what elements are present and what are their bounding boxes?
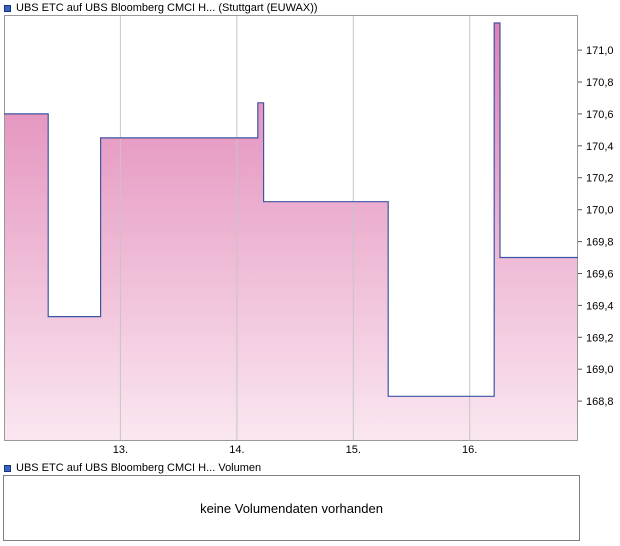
y-axis-tick-label: 169,6 bbox=[586, 269, 614, 281]
volume-series-legend-icon bbox=[4, 465, 11, 472]
volume-chart-header: UBS ETC auf UBS Bloomberg CMCI H... Volu… bbox=[0, 460, 620, 475]
x-axis-tick-label: 13. bbox=[113, 444, 128, 455]
y-axis-tick-label: 170,8 bbox=[586, 77, 614, 89]
y-axis-tick-label: 171,0 bbox=[586, 45, 614, 57]
price-chart-header: UBS ETC auf UBS Bloomberg CMCI H... (Stu… bbox=[0, 0, 620, 15]
price-chart: 171,0 170,8 170,6 170,4 170,2 170,0 169,8 169,6… bbox=[4, 15, 620, 460]
y-axis-tick-label: 170,0 bbox=[586, 205, 614, 217]
price-chart-title: UBS ETC auf UBS Bloomberg CMCI H... (Stu… bbox=[16, 2, 318, 14]
y-axis-tick-label: 168,8 bbox=[586, 396, 614, 408]
x-axis-tick-label: 14. bbox=[229, 444, 244, 455]
price-line bbox=[4, 22, 578, 397]
y-axis-tick-label: 169,4 bbox=[586, 300, 614, 312]
price-chart-svg: 171,0 170,8 170,6 170,4 170,2 170,0 169,8 169,6… bbox=[4, 15, 614, 456]
volume-panel: keine Volumendaten vorhanden bbox=[3, 475, 580, 541]
x-axis-tick-label: 15. bbox=[346, 444, 361, 455]
y-axis-tick-label: 169,2 bbox=[586, 332, 614, 344]
y-axis-tick-label: 170,2 bbox=[586, 173, 614, 185]
x-axis-tick-label: 16. bbox=[462, 444, 477, 455]
no-volume-data-message: keine Volumendaten vorhanden bbox=[200, 500, 383, 516]
y-axis-tick-label: 170,6 bbox=[586, 109, 614, 121]
price-series-legend-icon bbox=[4, 5, 11, 12]
plot-border bbox=[4, 15, 578, 441]
y-axis-tick-label: 169,0 bbox=[586, 364, 614, 376]
price-area-fill bbox=[4, 23, 578, 441]
volume-chart-title: UBS ETC auf UBS Bloomberg CMCI H... Volu… bbox=[16, 462, 262, 474]
y-axis-tick-label: 169,8 bbox=[586, 237, 614, 249]
y-axis-tick-label: 170,4 bbox=[586, 141, 614, 153]
